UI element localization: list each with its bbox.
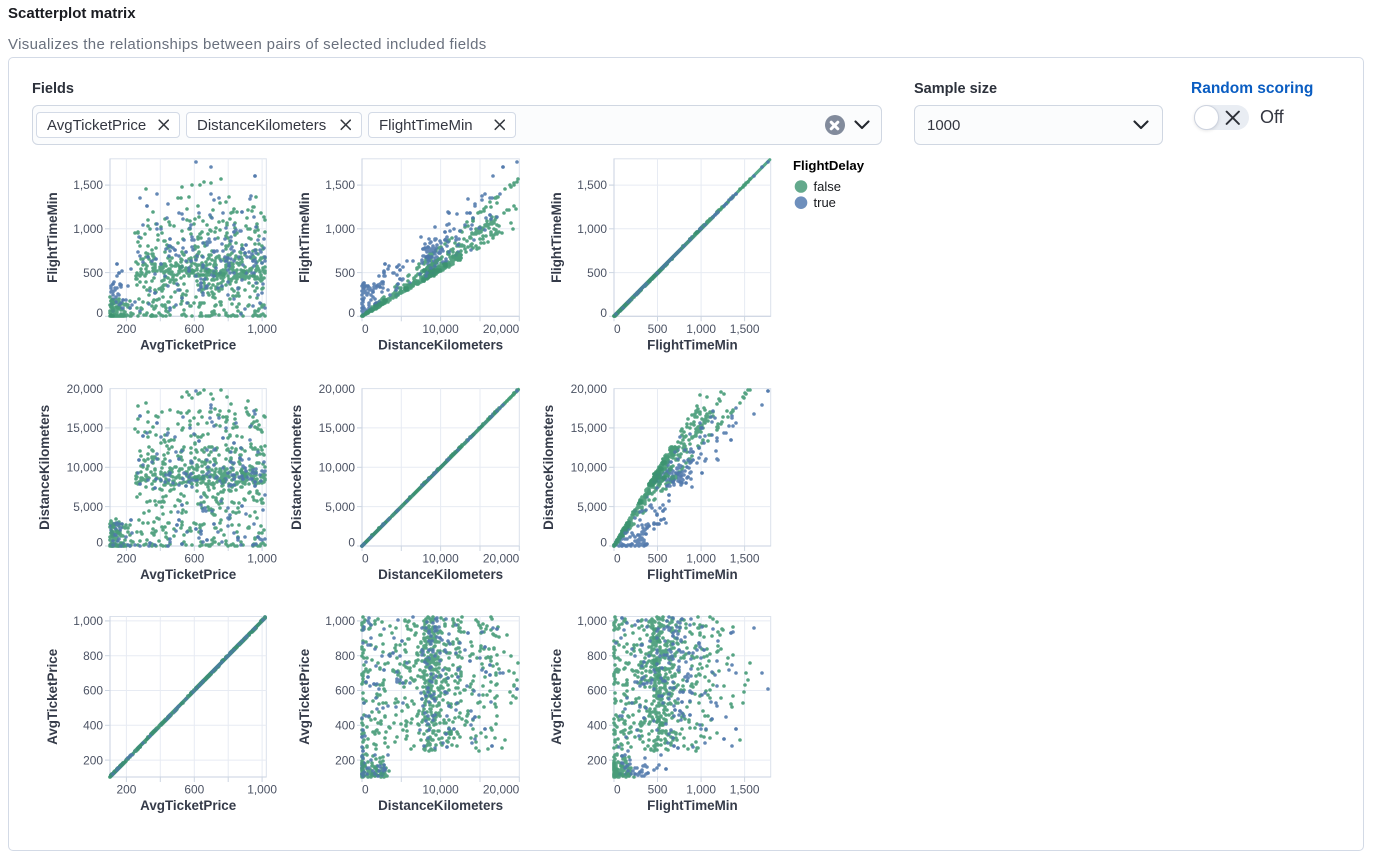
- svg-text:20,000: 20,000: [483, 552, 520, 566]
- svg-text:AvgTicketPrice: AvgTicketPrice: [297, 649, 312, 745]
- svg-text:600: 600: [184, 552, 204, 566]
- svg-text:10,000: 10,000: [571, 461, 608, 475]
- svg-text:1,000: 1,000: [325, 614, 355, 628]
- svg-text:400: 400: [83, 719, 103, 733]
- svg-text:5,000: 5,000: [577, 500, 607, 514]
- svg-text:1,000: 1,000: [73, 222, 103, 236]
- svg-text:600: 600: [184, 783, 204, 797]
- svg-text:10,000: 10,000: [67, 461, 104, 475]
- svg-text:DistanceKilometers: DistanceKilometers: [37, 405, 52, 530]
- svg-text:800: 800: [335, 649, 355, 663]
- svg-text:1,000: 1,000: [73, 614, 103, 628]
- svg-text:1,000: 1,000: [686, 783, 716, 797]
- svg-text:FlightTimeMin: FlightTimeMin: [647, 798, 738, 813]
- svg-text:FlightTimeMin: FlightTimeMin: [45, 192, 60, 283]
- svg-text:5,000: 5,000: [73, 500, 103, 514]
- svg-text:1,500: 1,500: [577, 178, 607, 192]
- svg-text:600: 600: [83, 684, 103, 698]
- svg-text:AvgTicketPrice: AvgTicketPrice: [140, 567, 236, 582]
- svg-text:200: 200: [83, 753, 103, 767]
- svg-text:1,000: 1,000: [686, 552, 716, 566]
- svg-text:600: 600: [335, 684, 355, 698]
- svg-text:10,000: 10,000: [422, 322, 459, 336]
- svg-text:DistanceKilometers: DistanceKilometers: [541, 405, 556, 530]
- svg-text:1,000: 1,000: [247, 783, 277, 797]
- svg-text:1,000: 1,000: [247, 322, 277, 336]
- svg-text:15,000: 15,000: [571, 421, 608, 435]
- svg-text:1,000: 1,000: [247, 552, 277, 566]
- svg-text:FlightTimeMin: FlightTimeMin: [297, 192, 312, 283]
- svg-text:AvgTicketPrice: AvgTicketPrice: [549, 649, 564, 745]
- svg-text:800: 800: [83, 649, 103, 663]
- svg-text:500: 500: [335, 266, 355, 280]
- svg-text:10,000: 10,000: [422, 783, 459, 797]
- svg-text:AvgTicketPrice: AvgTicketPrice: [140, 798, 236, 813]
- svg-text:1,000: 1,000: [686, 322, 716, 336]
- svg-text:1,500: 1,500: [730, 783, 760, 797]
- svg-text:0: 0: [96, 306, 103, 320]
- svg-text:1,000: 1,000: [325, 222, 355, 236]
- svg-text:500: 500: [83, 266, 103, 280]
- svg-text:AvgTicketPrice: AvgTicketPrice: [140, 337, 236, 352]
- svg-text:200: 200: [335, 753, 355, 767]
- svg-text:800: 800: [587, 649, 607, 663]
- svg-text:0: 0: [96, 536, 103, 550]
- svg-text:0: 0: [362, 322, 369, 336]
- svg-text:200: 200: [116, 552, 136, 566]
- svg-text:1,500: 1,500: [730, 322, 760, 336]
- svg-text:AvgTicketPrice: AvgTicketPrice: [45, 649, 60, 745]
- svg-text:200: 200: [116, 322, 136, 336]
- svg-text:DistanceKilometers: DistanceKilometers: [289, 405, 304, 530]
- svg-text:20,000: 20,000: [319, 382, 356, 396]
- svg-text:0: 0: [362, 552, 369, 566]
- svg-text:FlightTimeMin: FlightTimeMin: [647, 567, 738, 582]
- svg-text:1,000: 1,000: [577, 614, 607, 628]
- svg-text:0: 0: [600, 536, 607, 550]
- svg-text:500: 500: [648, 783, 668, 797]
- svg-text:600: 600: [587, 684, 607, 698]
- svg-text:15,000: 15,000: [67, 421, 104, 435]
- svg-text:0: 0: [614, 783, 621, 797]
- svg-text:FlightDelay: FlightDelay: [793, 158, 865, 173]
- svg-text:0: 0: [348, 306, 355, 320]
- svg-text:FlightTimeMin: FlightTimeMin: [647, 337, 738, 352]
- svg-text:400: 400: [335, 719, 355, 733]
- svg-text:20,000: 20,000: [67, 382, 104, 396]
- svg-text:600: 600: [184, 322, 204, 336]
- svg-text:DistanceKilometers: DistanceKilometers: [378, 798, 503, 813]
- svg-text:400: 400: [587, 719, 607, 733]
- svg-text:5,000: 5,000: [325, 500, 355, 514]
- svg-text:1,500: 1,500: [325, 178, 355, 192]
- svg-text:200: 200: [587, 753, 607, 767]
- svg-text:0: 0: [348, 536, 355, 550]
- svg-text:true: true: [814, 195, 836, 210]
- svg-text:20,000: 20,000: [571, 382, 608, 396]
- svg-text:500: 500: [648, 552, 668, 566]
- svg-text:10,000: 10,000: [319, 461, 356, 475]
- svg-text:false: false: [814, 179, 841, 194]
- svg-text:500: 500: [648, 322, 668, 336]
- svg-text:10,000: 10,000: [422, 552, 459, 566]
- svg-text:DistanceKilometers: DistanceKilometers: [378, 567, 503, 582]
- svg-text:200: 200: [116, 783, 136, 797]
- svg-text:0: 0: [600, 306, 607, 320]
- svg-text:1,500: 1,500: [73, 178, 103, 192]
- svg-text:0: 0: [614, 322, 621, 336]
- svg-text:1,000: 1,000: [577, 222, 607, 236]
- svg-text:0: 0: [614, 552, 621, 566]
- svg-text:DistanceKilometers: DistanceKilometers: [378, 337, 503, 352]
- svg-text:1,500: 1,500: [730, 552, 760, 566]
- svg-text:FlightTimeMin: FlightTimeMin: [549, 192, 564, 283]
- svg-text:15,000: 15,000: [319, 421, 356, 435]
- svg-text:20,000: 20,000: [483, 783, 520, 797]
- svg-text:500: 500: [587, 266, 607, 280]
- svg-text:0: 0: [362, 783, 369, 797]
- svg-text:20,000: 20,000: [483, 322, 520, 336]
